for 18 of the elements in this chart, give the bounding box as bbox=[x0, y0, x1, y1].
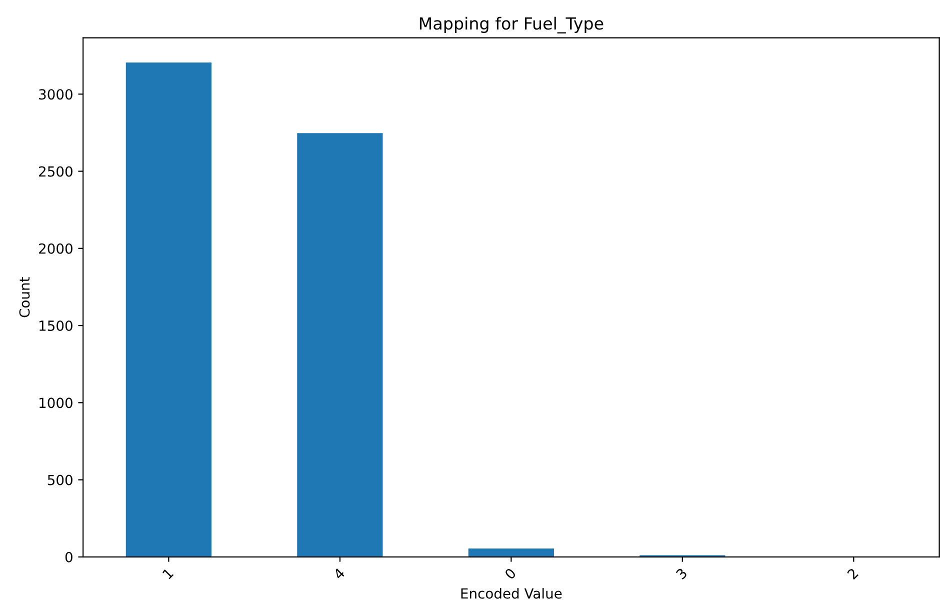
x-tick-label: 0 bbox=[504, 567, 516, 580]
y-tick-label: 2500 bbox=[39, 166, 72, 177]
y-tick-label: 2000 bbox=[39, 243, 72, 254]
y-tick-label: 3000 bbox=[39, 89, 72, 100]
y-tick-label: 0 bbox=[65, 552, 72, 562]
y-tick-label: 1000 bbox=[40, 398, 72, 408]
x-tick-label: 3 bbox=[675, 568, 688, 580]
x-tick-label: 1 bbox=[162, 568, 174, 580]
bar bbox=[126, 62, 212, 557]
chart-title: Mapping for Fuel_Type bbox=[420, 16, 604, 34]
x-tick-label: 2 bbox=[846, 568, 859, 580]
y-tick-label: 500 bbox=[48, 474, 72, 486]
bar bbox=[297, 133, 383, 557]
y-axis-title: Count bbox=[19, 277, 30, 318]
y-tick-label: 1500 bbox=[40, 320, 72, 332]
x-axis-title: Encoded Value bbox=[461, 588, 562, 599]
bar bbox=[468, 548, 554, 557]
x-tick-label: 4 bbox=[332, 568, 346, 580]
